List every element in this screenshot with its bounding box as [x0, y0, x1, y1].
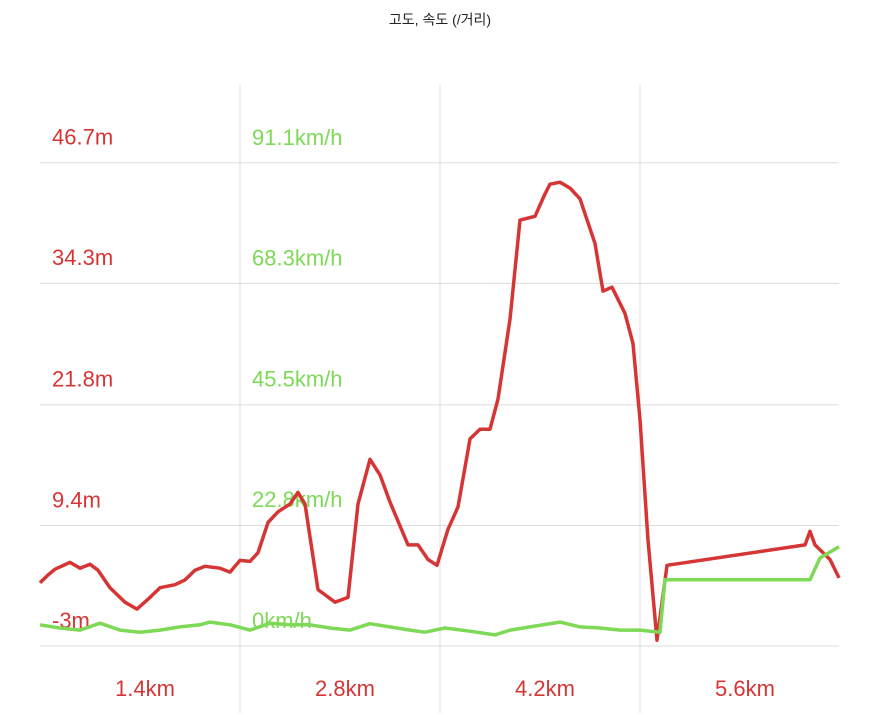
y2-tick-label: 91.1km/h: [252, 125, 343, 150]
x-tick-label: 2.8km: [315, 676, 375, 701]
y2-tick-label: 0km/h: [252, 608, 312, 633]
y-tick-label: 9.4m: [52, 487, 101, 512]
y2-tick-label: 45.5km/h: [252, 367, 343, 392]
y-tick-label: 34.3m: [52, 245, 113, 270]
y-tick-label: 21.8m: [52, 367, 113, 392]
y2-tick-label: 22.8km/h: [252, 487, 343, 512]
y2-tick-label: 68.3km/h: [252, 246, 343, 271]
x-tick-label: 4.2km: [515, 676, 575, 701]
series-line: [39, 545, 840, 637]
y-tick-label: 46.7m: [52, 125, 113, 150]
x-tick-label: 1.4km: [115, 676, 175, 701]
chart-title: 고도, 속도 (/거리): [389, 12, 491, 28]
series-line: [38, 180, 841, 642]
x-tick-label: 5.6km: [715, 676, 775, 701]
